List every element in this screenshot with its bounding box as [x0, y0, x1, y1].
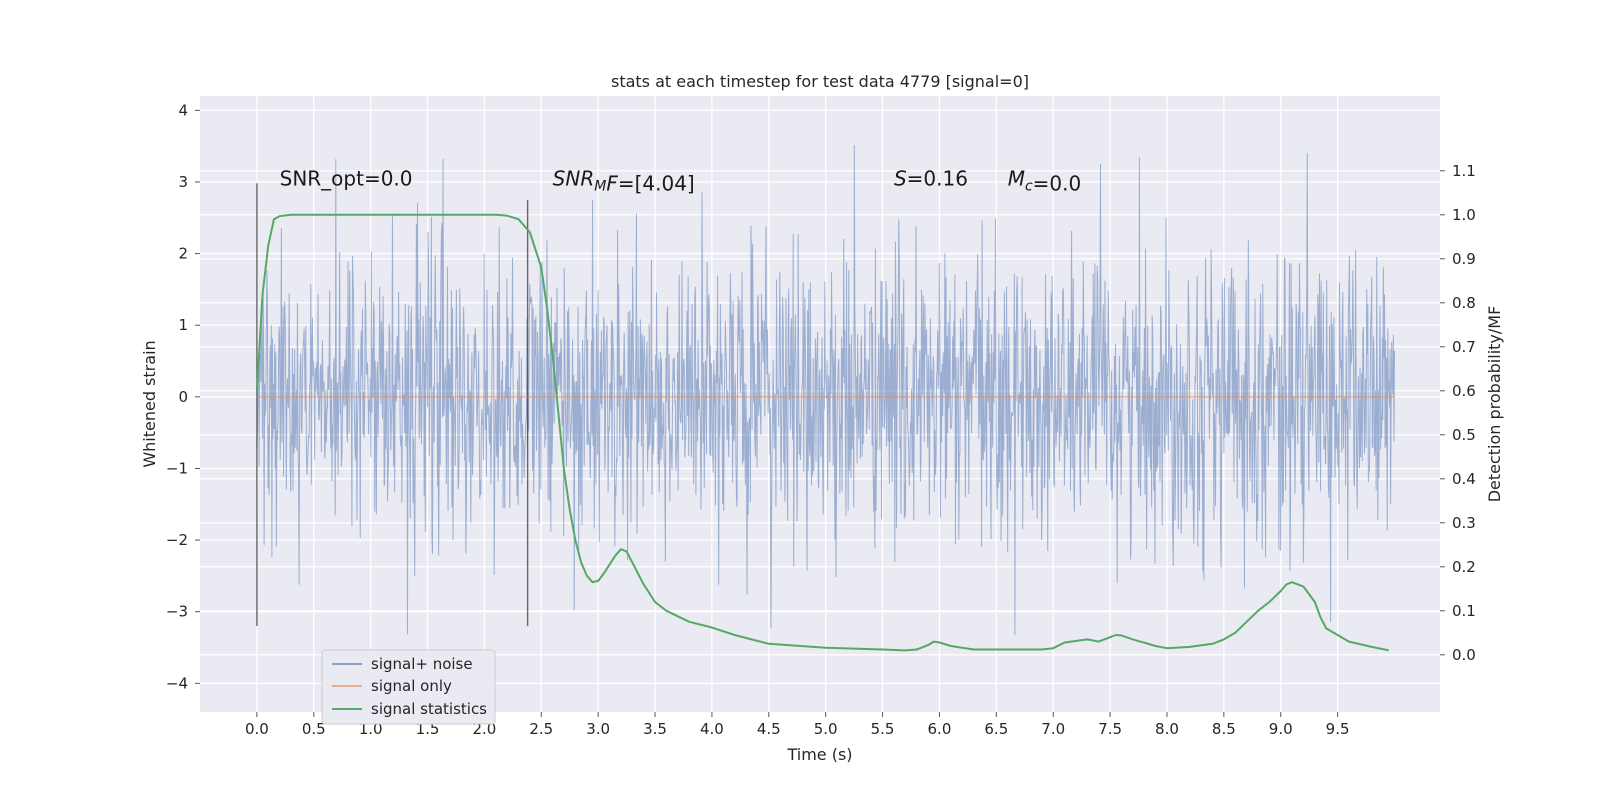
y-tick-label: −2 [166, 531, 188, 549]
x-tick-label: 5.5 [871, 720, 895, 738]
y2-tick-label: 1.0 [1452, 206, 1476, 224]
y-tick-label: −1 [166, 459, 188, 477]
chart-title: stats at each timestep for test data 477… [611, 72, 1029, 91]
y2-axis-label: Detection probability/MF [1485, 306, 1504, 503]
legend-box [321, 649, 496, 725]
y2-tick-label: 0.7 [1452, 338, 1476, 356]
x-tick-label: 3.5 [643, 720, 667, 738]
series-signal-noise [256, 145, 1395, 636]
y2-tick-label: 0.1 [1452, 602, 1476, 620]
y2-tick-label: 0.8 [1452, 294, 1476, 312]
y-tick-label: 4 [178, 101, 188, 119]
y-tick-label: −4 [166, 674, 188, 692]
x-tick-label: 0.5 [302, 720, 326, 738]
x-tick-label: 9.0 [1269, 720, 1293, 738]
y2-tick-label: 0.5 [1452, 426, 1476, 444]
x-tick-label: 9.5 [1326, 720, 1350, 738]
x-tick-label: 2.5 [529, 720, 553, 738]
annotation: Mc=0.0 [1008, 167, 1082, 196]
y2-tick-label: 0.6 [1452, 382, 1476, 400]
x-tick-label: 8.5 [1212, 720, 1236, 738]
y2-tick-label: 0.4 [1452, 470, 1476, 488]
y2-tick-label: 0.2 [1452, 558, 1476, 576]
x-tick-label: 6.0 [928, 720, 952, 738]
y2-tick-label: 0.9 [1452, 250, 1476, 268]
x-tick-label: 4.5 [757, 720, 781, 738]
x-tick-label: 0.0 [245, 720, 269, 738]
x-tick-label: 8.0 [1155, 720, 1179, 738]
vertical-markers [256, 183, 529, 627]
y-tick-label: −3 [166, 603, 188, 621]
y-tick-label: 3 [178, 173, 188, 191]
y-axis-ticks: 4 3 2 1 0 −1 −2 −3 −4 [166, 101, 200, 692]
x-tick-label: 3.0 [586, 720, 610, 738]
y-axis-label: Whitened strain [140, 340, 159, 467]
x-tick-label: 7.5 [1098, 720, 1122, 738]
legend: signal+ noise signal only signal statist… [321, 649, 496, 725]
x-tick-label: 4.0 [700, 720, 724, 738]
legend-label-signal-statistics: signal statistics [371, 700, 487, 718]
noise-line [256, 145, 1395, 636]
series-signal-statistics [255, 213, 1390, 652]
legend-label-signal-noise: signal+ noise [371, 655, 473, 673]
annotations: SNR_opt=0.0 SNRMF=[4.04] S=0.16 Mc=0.0 [280, 167, 1082, 196]
annotation: SNRMF=[4.04] [553, 167, 695, 196]
annotation: S=0.16 [894, 167, 968, 191]
y-tick-label: 0 [178, 388, 188, 406]
x-tick-label: 7.0 [1041, 720, 1065, 738]
x-tick-label: 6.5 [984, 720, 1008, 738]
signal-statistics-line [255, 213, 1390, 652]
y2-axis-ticks: 1.1 1.0 0.9 0.8 0.7 0.6 0.5 0.4 0.3 0.2 0.1 0.0 [1440, 162, 1476, 664]
y-tick-label: 2 [178, 245, 188, 263]
y2-tick-label: 1.1 [1452, 162, 1476, 180]
annotation: SNR_opt=0.0 [280, 167, 413, 191]
y2-tick-label: 0.3 [1452, 514, 1476, 532]
legend-label-signal-only: signal only [371, 677, 452, 695]
x-tick-label: 5.0 [814, 720, 838, 738]
x-axis-label: Time (s) [786, 745, 852, 764]
y-tick-label: 1 [178, 316, 188, 334]
y2-tick-label: 0.0 [1452, 646, 1476, 664]
